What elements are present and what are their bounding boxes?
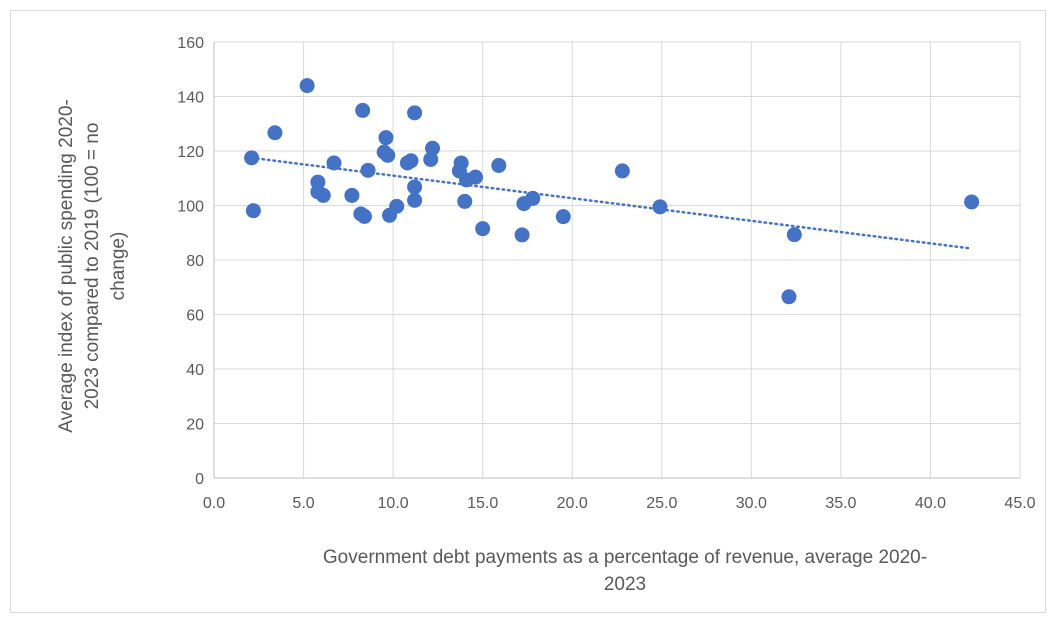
data-point xyxy=(457,193,473,209)
data-point xyxy=(344,187,360,203)
data-point xyxy=(356,208,372,224)
y-tick-label: 80 xyxy=(186,253,204,270)
y-tick-label: 20 xyxy=(186,417,204,434)
chart-frame xyxy=(10,10,1046,613)
x-tick-labels: 0.0 5.0 10.0 15.0 20.0 25.0 30.0 35.0 40.0 45.0 xyxy=(203,495,1036,512)
data-point xyxy=(425,140,441,156)
trendline xyxy=(250,156,973,250)
data-point xyxy=(423,151,439,167)
y-tick-label: 160 xyxy=(177,35,204,52)
y-tick-label: 0 xyxy=(195,471,204,488)
x-tick-label: 35.0 xyxy=(825,495,856,512)
data-point xyxy=(360,162,376,178)
x-tick-label: 15.0 xyxy=(467,495,498,512)
data-point xyxy=(468,169,484,185)
axis-titles: Government debt payments as a percentage… xyxy=(56,99,927,595)
data-point xyxy=(299,78,315,94)
data-point xyxy=(380,147,396,163)
data-point xyxy=(407,179,423,195)
x-tick-label: 25.0 xyxy=(646,495,677,512)
data-point xyxy=(403,153,419,169)
x-axis-title-line: Government debt payments as a percentage… xyxy=(323,547,927,568)
data-point xyxy=(453,155,469,171)
data-point xyxy=(315,187,331,203)
data-point xyxy=(355,102,371,118)
y-tick-label: 120 xyxy=(177,144,204,161)
data-point xyxy=(378,130,394,146)
x-tick-label: 0.0 xyxy=(203,495,225,512)
data-point xyxy=(555,209,571,225)
data-point xyxy=(514,227,530,243)
data-points xyxy=(244,78,980,305)
data-point xyxy=(475,221,491,237)
y-tick-label: 100 xyxy=(177,199,204,216)
y-axis-title-line: 2023 compared to 2019 (100 = no xyxy=(82,123,103,410)
data-point xyxy=(491,157,507,173)
data-point xyxy=(786,227,802,243)
x-tick-label: 20.0 xyxy=(557,495,588,512)
x-tick-label: 10.0 xyxy=(378,495,409,512)
x-tick-label: 30.0 xyxy=(736,495,767,512)
x-tick-label: 45.0 xyxy=(1004,495,1035,512)
y-axis-title-line: Average index of public spending 2020- xyxy=(56,99,77,432)
x-axis-title-line: 2023 xyxy=(604,574,646,595)
data-point xyxy=(781,289,797,305)
data-point xyxy=(964,194,980,210)
data-point xyxy=(326,155,342,171)
y-tick-label: 40 xyxy=(186,362,204,379)
y-tick-labels: 0 20 40 60 80 100 120 140 160 xyxy=(177,35,204,488)
data-point xyxy=(407,105,423,121)
y-tick-label: 140 xyxy=(177,90,204,107)
y-axis-title-line: change) xyxy=(108,232,129,301)
data-point xyxy=(267,125,283,141)
x-tick-label: 5.0 xyxy=(292,495,314,512)
data-point xyxy=(245,203,261,219)
data-point xyxy=(389,198,405,214)
data-point xyxy=(525,190,541,206)
data-point xyxy=(614,163,630,179)
data-point xyxy=(407,192,423,208)
gridlines xyxy=(214,41,1021,478)
trendline-layer xyxy=(250,156,973,250)
y-tick-label: 60 xyxy=(186,308,204,325)
x-tick-label: 40.0 xyxy=(915,495,946,512)
axes xyxy=(213,42,1020,479)
data-point xyxy=(652,199,668,215)
data-point xyxy=(244,150,260,166)
